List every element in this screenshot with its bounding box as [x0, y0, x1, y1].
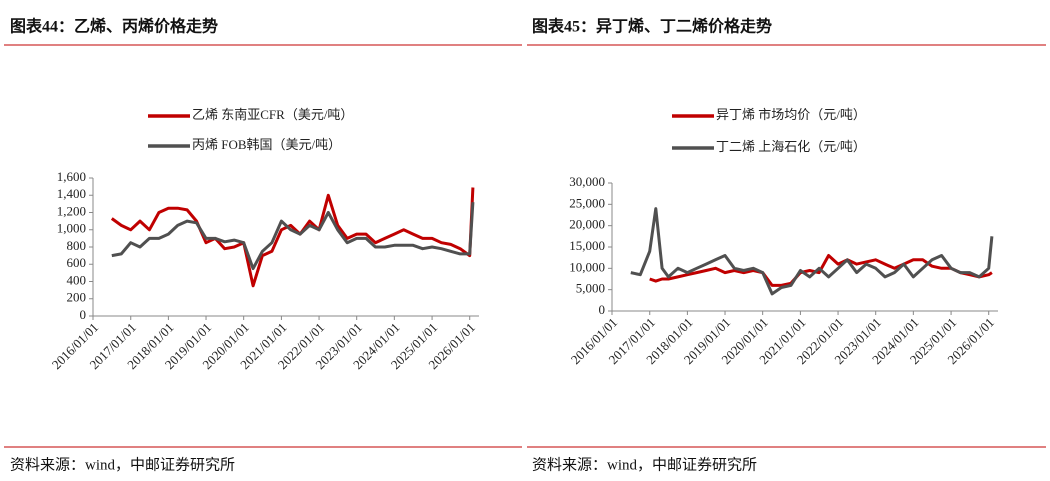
y-tick-label: 1,000 [57, 221, 86, 236]
series-line [111, 202, 475, 271]
legend-label: 丁二烯 上海石化（元/吨） [716, 139, 866, 154]
series-line [630, 207, 994, 296]
y-tick-label: 600 [67, 255, 87, 270]
source: 资料来源：wind，中邮证券研究所 [532, 456, 757, 473]
y-tick-label: 5,000 [576, 281, 605, 296]
y-tick-label: 1,400 [57, 186, 86, 201]
legend-label: 异丁烯 市场均价（元/吨） [716, 107, 866, 122]
y-tick-label: 800 [67, 238, 87, 253]
y-tick-label: 10,000 [569, 259, 605, 274]
chart-title: 图表44：乙烯、丙烯价格走势 [10, 17, 218, 36]
y-tick-label: 0 [80, 307, 87, 322]
y-tick-label: 30,000 [569, 174, 605, 189]
y-tick-label: 0 [599, 302, 606, 317]
legend-label: 乙烯 东南亚CFR（美元/吨） [192, 107, 353, 122]
y-tick-label: 200 [67, 290, 87, 305]
source: 资料来源：wind，中邮证券研究所 [10, 456, 235, 473]
series-line [110, 187, 475, 288]
y-tick-label: 1,200 [57, 203, 86, 218]
y-tick-label: 25,000 [569, 195, 605, 210]
series-line [649, 254, 993, 287]
y-tick-label: 1,600 [57, 169, 86, 184]
chart-title: 图表45：异丁烯、丁二烯价格走势 [532, 17, 772, 36]
y-tick-label: 15,000 [569, 238, 605, 253]
y-tick-label: 20,000 [569, 217, 605, 232]
y-tick-label: 400 [67, 272, 87, 287]
legend-label: 丙烯 FOB韩国（美元/吨） [192, 137, 341, 152]
